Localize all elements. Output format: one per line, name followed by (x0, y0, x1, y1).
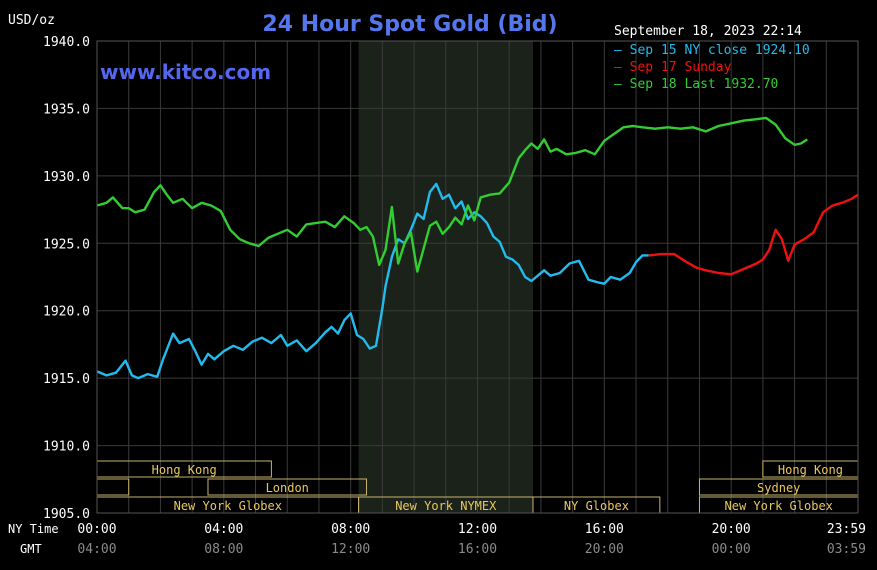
ny-time-row-label: NY Time (8, 522, 59, 536)
x-tick-label-ny: 08:00 (331, 522, 370, 537)
legend-entry-sep17: – Sep 17 Sunday (614, 60, 732, 75)
session-label: New York Globex (725, 499, 833, 513)
y-tick-label: 1935.0 (43, 102, 90, 117)
session-label: New York NYMEX (395, 499, 497, 513)
y-tick-label: 1920.0 (43, 305, 90, 320)
y-axis-label: USD/oz (8, 13, 55, 28)
session-label: London (266, 481, 309, 495)
session-label: New York Globex (174, 499, 282, 513)
x-tick-label-gmt: 12:00 (331, 542, 370, 557)
x-tick-label-ny: 16:00 (585, 522, 624, 537)
legend-entry-sep18: – Sep 18 Last 1932.70 (614, 77, 778, 92)
y-tick-label: 1940.0 (43, 35, 90, 50)
x-tick-label-gmt: 16:00 (458, 542, 497, 557)
gmt-row-label: GMT (20, 542, 42, 556)
session-label: Hong Kong (778, 463, 843, 477)
plot-frame (96, 40, 859, 514)
x-tick-label-gmt: 03:59 (827, 542, 866, 557)
series-line-1 (648, 193, 859, 276)
session-box (207, 478, 368, 496)
x-tick-label-ny: 12:00 (458, 522, 497, 537)
y-tick-label: 1905.0 (43, 507, 90, 522)
series-line-0 (96, 182, 649, 380)
x-tick-label-ny: 23:59 (827, 522, 866, 537)
y-tick-label: 1915.0 (43, 372, 90, 387)
y-tick-label: 1925.0 (43, 237, 90, 252)
legend: – Sep 15 NY close 1924.10 – Sep 17 Sunda… (614, 43, 810, 92)
x-tick-label-gmt: 00:00 (712, 542, 751, 557)
x-tick-label-gmt: 04:00 (77, 542, 116, 557)
session-label: NY Globex (564, 499, 629, 513)
x-tick-label-ny: 20:00 (712, 522, 751, 537)
timestamp: September 18, 2023 22:14 (614, 24, 802, 39)
legend-entry-sep15: – Sep 15 NY close 1924.10 (614, 43, 810, 58)
x-tick-label-gmt: 08:00 (204, 542, 243, 557)
x-tick-label-ny: 00:00 (77, 522, 116, 537)
x-tick-label-gmt: 20:00 (585, 542, 624, 557)
y-tick-label: 1930.0 (43, 170, 90, 185)
watermark: www.kitco.com (100, 60, 271, 84)
series-line-2 (96, 116, 808, 273)
x-tick-label-ny: 04:00 (204, 522, 243, 537)
session-label: Sydney (757, 481, 800, 495)
y-tick-label: 1910.0 (43, 440, 90, 455)
chart-title: 24 Hour Spot Gold (Bid) (262, 12, 557, 37)
session-label: Hong Kong (152, 463, 217, 477)
